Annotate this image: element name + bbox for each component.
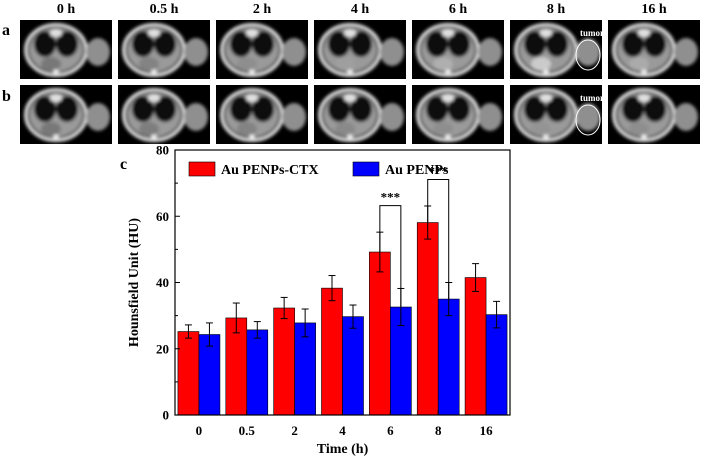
x-tick-label: 0 — [196, 423, 203, 438]
ct-scan-image — [608, 20, 700, 79]
x-tick-label: 4 — [339, 423, 346, 438]
y-tick-label: 60 — [156, 209, 169, 224]
row-label-a: a — [2, 22, 10, 39]
tumor-circle — [575, 39, 601, 71]
ct-scan-image — [314, 85, 406, 144]
significance-label: *** — [381, 190, 401, 205]
bar — [369, 251, 391, 416]
tumor-label: tumor — [580, 93, 602, 103]
tumor-label: tumor — [580, 28, 602, 38]
ct-scan-image — [216, 20, 308, 79]
y-tick-label: 40 — [156, 275, 169, 290]
ct-scan-image — [118, 20, 210, 79]
significance-bracket — [379, 205, 402, 308]
y-tick-label: 80 — [156, 143, 169, 158]
bar — [246, 329, 269, 416]
time-label: 0.5 h — [149, 2, 179, 17]
time-label: 0 h — [56, 2, 76, 17]
ct-scan-image — [412, 20, 504, 79]
x-tick-label: 6 — [387, 423, 394, 438]
ct-scan-image: tumor — [510, 20, 602, 79]
x-tick-label: 16 — [480, 423, 494, 438]
bar — [273, 307, 295, 416]
time-label: 16 h — [641, 2, 667, 17]
legend-label: Au PENPs-CTX — [221, 163, 319, 178]
time-label: 4 h — [350, 2, 370, 17]
y-tick-label: 0 — [163, 408, 170, 423]
bar — [321, 287, 343, 416]
legend-swatch — [188, 161, 216, 177]
x-tick-label: 2 — [291, 423, 298, 438]
row-label-b: b — [2, 88, 11, 105]
significance-bracket — [427, 178, 450, 300]
time-label: 6 h — [448, 2, 468, 17]
y-axis-label: Hounsfield Unit (HU) — [127, 218, 142, 347]
ct-scan-image — [216, 85, 308, 144]
ct-scan-image — [118, 85, 210, 144]
y-tick-label: 20 — [156, 341, 169, 356]
bar — [464, 277, 487, 416]
bar — [416, 222, 439, 416]
time-label: 8 h — [546, 2, 566, 17]
significance-label: *** — [428, 163, 448, 178]
bar — [485, 314, 508, 416]
bar — [177, 331, 200, 416]
time-label: 2 h — [252, 2, 272, 17]
legend-label: Au PENPs — [385, 163, 449, 178]
bar — [437, 298, 460, 416]
ct-scan-image — [20, 85, 112, 144]
ct-scan-image — [314, 20, 406, 79]
ct-scan-image — [608, 85, 700, 144]
ct-scan-image — [20, 20, 112, 79]
legend-swatch — [352, 161, 380, 177]
x-tick-label: 8 — [435, 423, 442, 438]
panel-label-c: c — [120, 156, 128, 173]
x-axis-label: Time (h) — [317, 442, 369, 457]
ct-scan-image — [412, 85, 504, 144]
ct-scan-image: tumor — [510, 85, 602, 144]
x-tick-label: 0.5 — [239, 423, 256, 438]
tumor-circle — [575, 104, 601, 136]
bar — [342, 316, 364, 416]
